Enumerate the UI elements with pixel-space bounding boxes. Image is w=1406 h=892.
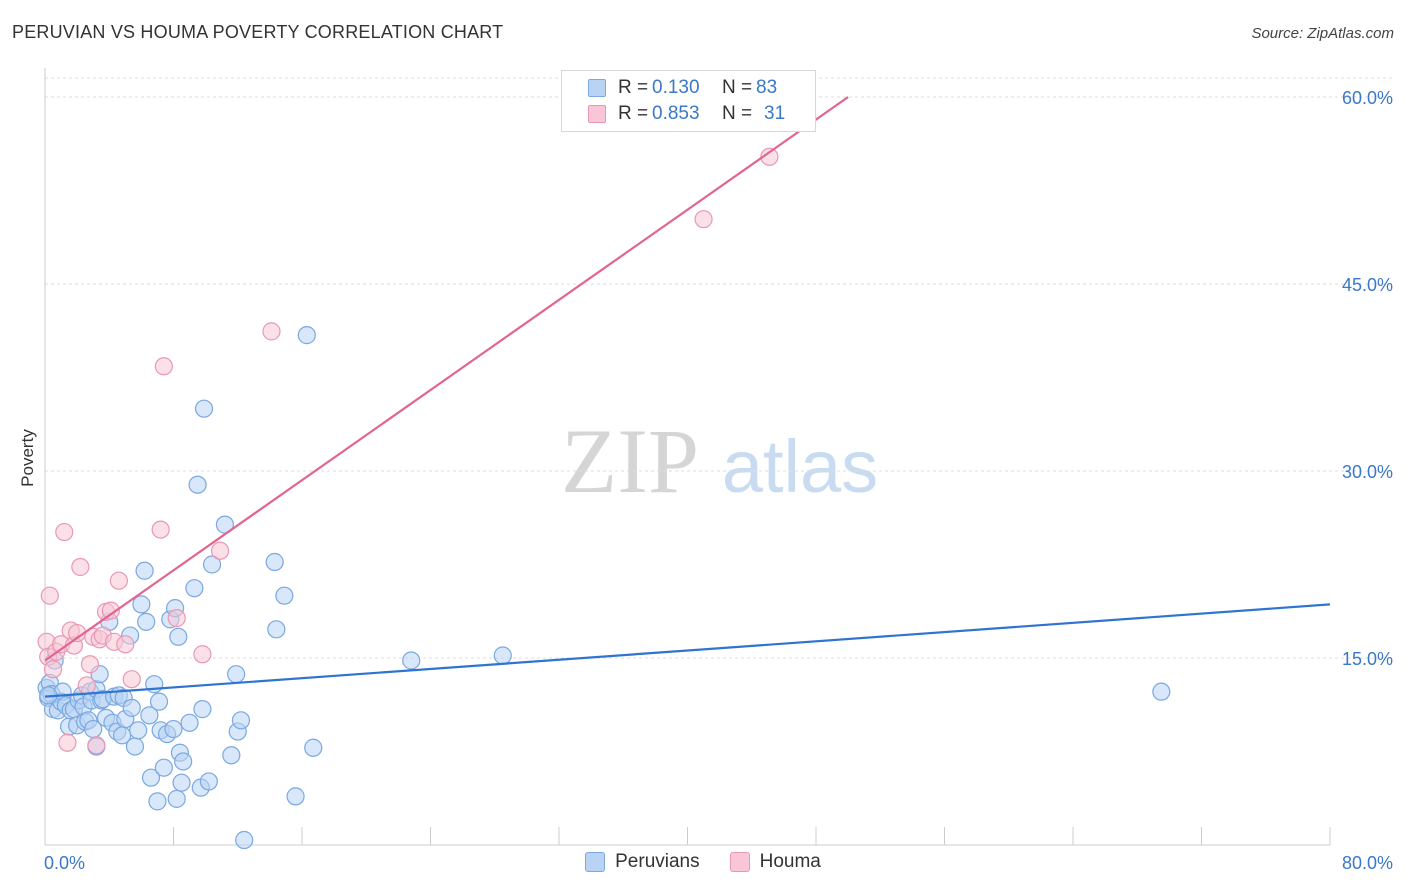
stats-legend: R = 0.130 N = 83 R = 0.853 N = 31 <box>561 70 816 132</box>
point-peruvians <box>140 706 159 725</box>
point-houma <box>116 635 135 654</box>
point-houma <box>760 147 779 166</box>
legend-r-label: R = <box>618 77 649 98</box>
watermark-atlas: atlas <box>722 425 878 508</box>
point-houma <box>58 733 77 752</box>
point-peruvians <box>129 721 148 740</box>
legend-n-value: 83 <box>756 77 778 98</box>
point-peruvians <box>148 792 167 811</box>
watermark-zip: ZIP <box>561 410 699 512</box>
series-legend: Peruvians Houma <box>0 851 1406 873</box>
y-tick-label: 15.0% <box>1342 649 1393 669</box>
point-peruvians <box>193 700 212 719</box>
point-peruvians <box>167 789 186 808</box>
point-peruvians <box>202 555 222 574</box>
point-peruvians <box>275 586 294 605</box>
point-houma <box>109 571 128 590</box>
point-houma <box>151 520 170 539</box>
point-houma <box>262 322 281 341</box>
point-houma <box>154 357 173 376</box>
legend-label-houma: Houma <box>759 851 821 872</box>
point-houma <box>77 676 96 695</box>
point-peruvians <box>235 830 254 850</box>
legend-item-houma[interactable]: Houma <box>729 851 821 873</box>
source-label: Source: ZipAtlas.com <box>1251 25 1394 42</box>
legend-swatch-blue <box>585 852 606 872</box>
point-houma <box>193 645 212 664</box>
point-peruvians <box>267 620 286 639</box>
point-peruvians <box>222 746 241 765</box>
legend-row-peruvians: R = 0.130 N = 83 <box>588 76 777 100</box>
y-axis-label: Poverty <box>18 429 37 487</box>
point-peruvians <box>493 646 512 665</box>
legend-swatch-pink <box>729 852 750 872</box>
point-peruvians <box>154 758 173 777</box>
legend-item-peruvians[interactable]: Peruvians <box>585 851 700 873</box>
point-peruvians <box>141 768 161 787</box>
point-peruvians <box>135 561 154 580</box>
point-peruvians <box>174 752 193 771</box>
legend-n-label: N = <box>722 77 753 98</box>
point-houma <box>40 586 59 605</box>
point-houma <box>71 557 90 577</box>
point-peruvians <box>169 627 188 646</box>
point-houma <box>43 660 63 679</box>
x-tick-label: 80.0% <box>1342 853 1393 873</box>
legend-r-value: 0.130 <box>652 77 700 98</box>
chart-title: PERUVIAN VS HOUMA POVERTY CORRELATION CH… <box>12 22 504 42</box>
y-tick-label: 60.0% <box>1342 88 1393 108</box>
point-peruvians <box>164 719 183 739</box>
point-peruvians <box>286 787 305 806</box>
point-peruvians <box>132 595 151 614</box>
legend-swatch-blue <box>588 79 606 97</box>
legend-n-label: N = <box>722 103 753 124</box>
legend-r-label: R = <box>618 103 649 124</box>
point-peruvians <box>304 738 323 757</box>
point-peruvians <box>185 579 204 598</box>
point-peruvians <box>180 713 199 732</box>
point-houma <box>167 609 186 628</box>
point-houma <box>87 736 106 755</box>
point-peruvians <box>1152 682 1171 701</box>
point-peruvians <box>231 711 251 730</box>
point-houma <box>55 522 74 542</box>
point-houma <box>101 601 120 620</box>
point-peruvians <box>402 651 421 670</box>
point-houma <box>80 655 100 674</box>
y-tick-label: 30.0% <box>1342 462 1393 482</box>
y-tick-label: 45.0% <box>1342 275 1393 295</box>
point-peruvians <box>125 737 145 756</box>
point-peruvians <box>265 552 284 572</box>
legend-row-houma: R = 0.853 N = 31 <box>588 102 785 126</box>
point-houma <box>210 541 230 560</box>
point-houma <box>694 210 713 229</box>
trendline-houma <box>44 96 849 662</box>
point-peruvians <box>297 326 316 345</box>
legend-label-peruvians: Peruvians <box>615 851 700 872</box>
point-peruvians <box>199 772 218 791</box>
point-houma <box>122 670 141 689</box>
x-tick-label: 0.0% <box>44 853 85 873</box>
legend-n-value: 31 <box>764 103 786 124</box>
point-peruvians <box>227 665 246 684</box>
point-peruvians <box>149 692 169 711</box>
point-peruvians <box>122 698 141 717</box>
point-peruvians <box>137 612 156 631</box>
point-peruvians <box>172 773 191 792</box>
point-peruvians <box>194 399 214 418</box>
trendline-peruvians <box>44 603 1331 698</box>
legend-r-value: 0.853 <box>652 103 700 124</box>
point-peruvians <box>188 475 207 494</box>
legend-swatch-pink <box>588 105 606 123</box>
